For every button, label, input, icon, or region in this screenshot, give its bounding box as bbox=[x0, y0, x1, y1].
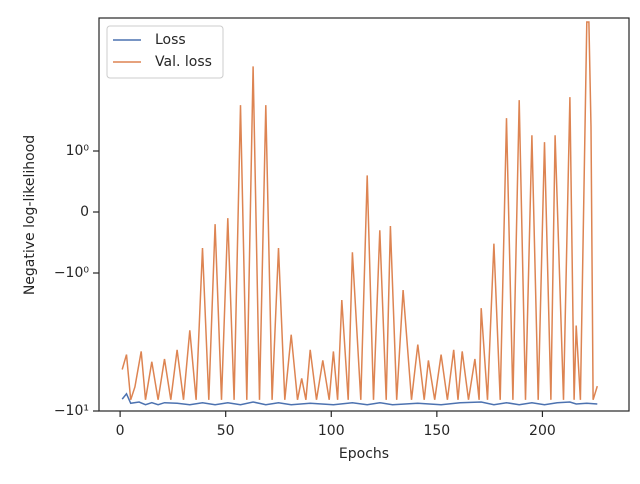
x-tick-label: 50 bbox=[217, 423, 235, 439]
legend-label: Val. loss bbox=[155, 54, 212, 70]
series-line bbox=[121, 21, 599, 401]
legend-label: Loss bbox=[155, 32, 186, 48]
x-axis-label: Epochs bbox=[339, 446, 389, 462]
x-tick-label: 0 bbox=[116, 423, 125, 439]
legend-box bbox=[106, 25, 224, 79]
x-tick-label: 200 bbox=[529, 423, 556, 439]
y-axis-label: Negative log-likelihood bbox=[22, 135, 38, 295]
x-tick-label: 150 bbox=[423, 423, 450, 439]
plot-frame bbox=[98, 17, 630, 412]
y-tick-label: −10⁰ bbox=[54, 265, 90, 281]
y-tick-label: 0 bbox=[80, 204, 89, 220]
series-line bbox=[121, 392, 598, 406]
y-tick-label: 10⁰ bbox=[66, 143, 90, 159]
x-tick-label: 100 bbox=[318, 423, 345, 439]
y-tick-label: −10¹ bbox=[54, 403, 89, 419]
